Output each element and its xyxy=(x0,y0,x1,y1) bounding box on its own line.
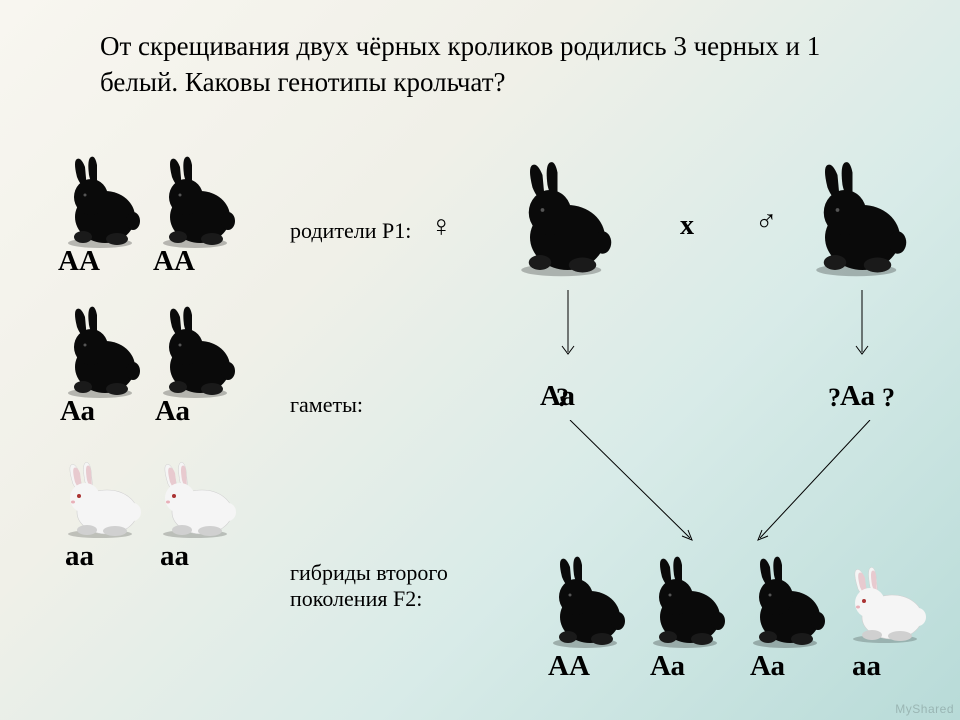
genotype-label: аа xyxy=(160,540,189,573)
genotype-label: Аа xyxy=(155,395,190,428)
rabbit-white xyxy=(150,460,240,540)
f2-label: аа xyxy=(852,650,881,683)
genotype-label: аа xyxy=(65,540,94,573)
genotype-label: АА xyxy=(153,245,195,278)
arrow-diag-right xyxy=(740,420,890,555)
rabbit-black xyxy=(540,555,630,650)
label-f2: гибриды второго поколения F2: xyxy=(290,560,448,612)
f2-label: Аа xyxy=(750,650,785,683)
female-symbol: ♀ xyxy=(430,210,453,244)
genotype-label: Аа xyxy=(60,395,95,428)
arrow-down xyxy=(852,290,872,365)
male-symbol: ♂ xyxy=(755,205,778,239)
label-parents: родители P1: xyxy=(290,218,411,244)
rabbit-black xyxy=(640,555,730,650)
rabbit-white xyxy=(55,460,145,540)
gamete-left-q: ? xyxy=(556,383,569,413)
rabbit-black xyxy=(150,305,240,400)
arrow-down xyxy=(558,290,578,365)
gamete-right: Аа xyxy=(840,380,875,413)
rabbit-black-parent-male xyxy=(800,160,913,279)
rabbit-black xyxy=(740,555,830,650)
label-gametes: гаметы: xyxy=(290,392,363,418)
page-title: От скрещивания двух чёрных кроликов роди… xyxy=(100,28,860,101)
rabbit-black xyxy=(55,155,145,250)
rabbit-black xyxy=(150,155,240,250)
f2-label: Аа xyxy=(650,650,685,683)
arrow-diag-left xyxy=(560,420,710,555)
cross-symbol: х xyxy=(680,210,694,242)
gamete-right-q1: ? xyxy=(828,383,841,413)
rabbit-black xyxy=(55,305,145,400)
f2-label: АА xyxy=(548,650,590,683)
gamete-right-q2: ? xyxy=(882,383,895,413)
rabbit-black-parent-female xyxy=(505,160,618,279)
rabbit-white xyxy=(840,565,930,645)
genotype-label: АА xyxy=(58,245,100,278)
watermark: MyShared xyxy=(895,702,954,716)
